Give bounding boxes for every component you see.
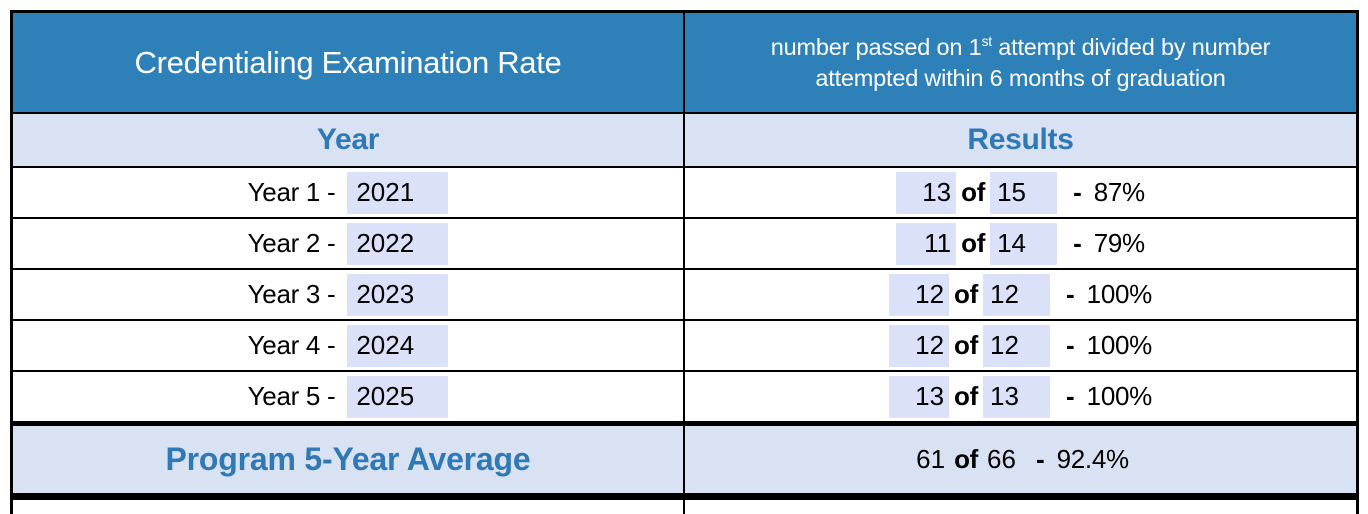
program-average-results: 61 of 66 - 92.4% <box>685 426 1356 493</box>
table-row-year-1: Year 1 - 2021 13 of 15 - 87% <box>13 166 1356 217</box>
of-label: of <box>954 279 978 309</box>
table-title: Credentialing Examination Rate <box>13 13 685 112</box>
dash-separator: - <box>1065 381 1075 411</box>
column-header-row: Year Results <box>13 112 1356 166</box>
table-row-year-2: Year 2 - 2022 11 of 14 - 79% <box>13 217 1356 268</box>
table-header-row: Credentialing Examination Rate number pa… <box>13 13 1356 112</box>
year-value-field[interactable]: 2022 <box>347 222 449 265</box>
table-subtitle: number passed on 1st attempt divided by … <box>685 13 1356 112</box>
dash-separator: - <box>1065 330 1075 360</box>
rate-value: 100% <box>1086 381 1153 411</box>
column-header-results: Results <box>967 123 1074 156</box>
year-value-field[interactable]: 2021 <box>347 171 449 214</box>
rate-value: 79% <box>1093 228 1145 258</box>
table-row-year-4: Year 4 - 2024 12 of 12 - 100% <box>13 319 1356 370</box>
year-row-label: Year 2 - <box>247 228 336 258</box>
attempted-value-field[interactable]: 12 <box>982 273 1050 316</box>
of-label: of <box>954 381 978 411</box>
year-value-field[interactable]: 2023 <box>347 273 449 316</box>
program-average-row: Program 5-Year Average 61 of 66 - 92.4% <box>13 421 1356 498</box>
partial-bottom-row <box>13 498 1356 514</box>
passed-value-field[interactable]: 13 <box>896 171 957 214</box>
credentialing-rate-table: Credentialing Examination Rate number pa… <box>10 10 1359 514</box>
superscript-st: st <box>981 32 992 49</box>
rate-value: 87% <box>1093 177 1145 207</box>
year-row-label: Year 3 - <box>247 279 336 309</box>
attempted-value-field[interactable]: 12 <box>982 324 1050 367</box>
passed-value-field[interactable]: 12 <box>889 273 950 316</box>
year-row-label: Year 4 - <box>247 330 336 360</box>
passed-value-field[interactable]: 13 <box>889 375 950 418</box>
dash-separator: - <box>1073 177 1082 207</box>
passed-value-field[interactable]: 11 <box>896 222 957 265</box>
passed-value-field[interactable]: 12 <box>889 324 950 367</box>
rate-value: 100% <box>1086 330 1153 360</box>
year-value-field[interactable]: 2024 <box>347 324 449 367</box>
of-label: of <box>961 228 986 258</box>
year-row-label: Year 5 - <box>247 381 336 411</box>
average-attempted-value: 66 <box>987 444 1016 474</box>
dash-separator: - <box>1065 279 1075 309</box>
subtitle-line2: attempted within 6 months of graduation <box>815 64 1226 91</box>
average-rate-value: 92.4% <box>1056 444 1130 474</box>
of-label: of <box>954 444 979 474</box>
column-header-year: Year <box>13 114 685 166</box>
dash-separator: - <box>1035 444 1045 474</box>
average-passed-value: 61 <box>916 444 946 474</box>
table-row-year-5: Year 5 - 2025 13 of 13 - 100% <box>13 370 1356 421</box>
attempted-value-field[interactable]: 14 <box>990 222 1058 265</box>
dash-separator: - <box>1073 228 1082 258</box>
program-average-label: Program 5-Year Average <box>13 426 685 493</box>
table-row-year-3: Year 3 - 2023 12 of 12 - 100% <box>13 268 1356 319</box>
year-row-label: Year 1 - <box>247 177 336 207</box>
attempted-value-field[interactable]: 13 <box>982 375 1050 418</box>
subtitle-line1: number passed on 1st attempt divided by … <box>770 32 1271 60</box>
of-label: of <box>961 177 986 207</box>
of-label: of <box>954 330 978 360</box>
rate-value: 100% <box>1086 279 1153 309</box>
year-value-field[interactable]: 2025 <box>347 375 449 418</box>
attempted-value-field[interactable]: 15 <box>990 171 1058 214</box>
